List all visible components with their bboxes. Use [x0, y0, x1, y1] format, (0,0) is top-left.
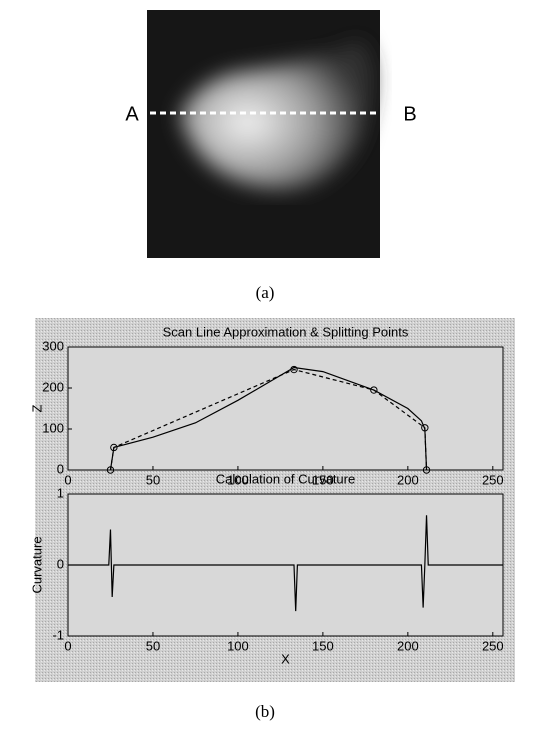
y-axis-label: Curvature	[29, 536, 44, 593]
plot-area	[68, 347, 503, 470]
x-axis-label: X	[281, 651, 290, 666]
y-tick-label: 0	[57, 556, 64, 571]
y-tick-label: -1	[52, 627, 64, 642]
x-tick-label: 250	[482, 638, 504, 653]
label-a: A	[125, 103, 139, 125]
x-tick-label: 0	[64, 472, 71, 487]
x-tick-label: 200	[397, 472, 419, 487]
y-tick-label: 1	[57, 485, 64, 500]
x-tick-label: 50	[146, 472, 160, 487]
caption: (b)	[255, 702, 275, 721]
y-tick-label: 200	[42, 379, 64, 394]
x-tick-label: 0	[64, 638, 71, 653]
x-tick-label: 50	[146, 638, 160, 653]
chart-title: Scan Line Approximation & Splitting Poin…	[163, 324, 409, 339]
figure: A B (a) (b) Scan Line Approximation & Sp…	[0, 0, 533, 729]
y-axis-label: Z	[29, 404, 44, 412]
x-tick-label: 250	[482, 472, 504, 487]
x-tick-label: 100	[227, 638, 249, 653]
label-b: B	[403, 103, 416, 125]
x-tick-label: 150	[312, 638, 334, 653]
y-tick-label: 100	[42, 420, 64, 435]
y-tick-label: 300	[42, 338, 64, 353]
chart-title: Calculation of Curvature	[216, 471, 355, 486]
x-tick-label: 200	[397, 638, 419, 653]
caption: (a)	[256, 283, 275, 302]
y-tick-label: 0	[57, 461, 64, 476]
page: A B (a) (b) Scan Line Approximation & Sp…	[0, 0, 533, 729]
